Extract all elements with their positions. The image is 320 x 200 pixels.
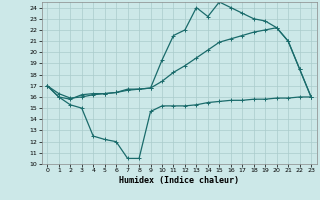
X-axis label: Humidex (Indice chaleur): Humidex (Indice chaleur)	[119, 176, 239, 185]
